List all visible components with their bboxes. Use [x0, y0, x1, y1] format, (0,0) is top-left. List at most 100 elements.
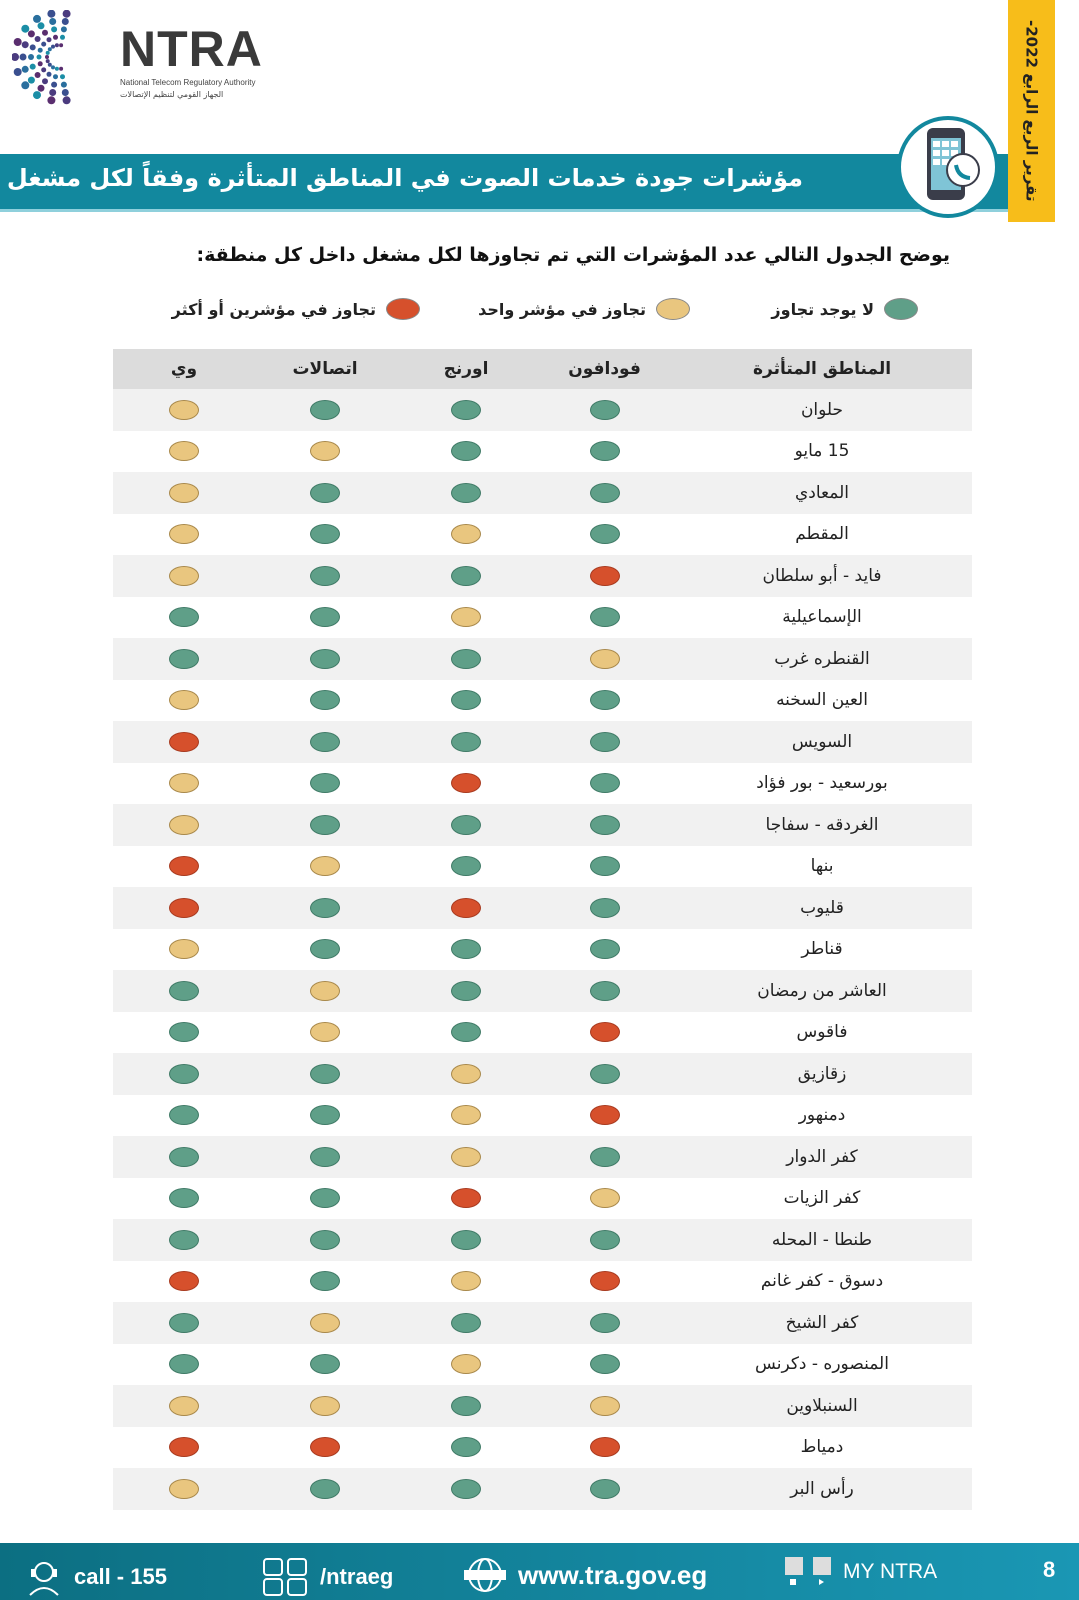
- status-green-icon: [589, 482, 620, 503]
- cell-vodafone: [537, 1012, 672, 1054]
- table-row: المنصوره - دكرنس: [113, 1344, 972, 1386]
- cell-orange: [395, 887, 537, 929]
- status-green-icon: [451, 814, 481, 835]
- status-green-icon: [589, 980, 620, 1001]
- region-name: فاقوس: [796, 1022, 848, 1043]
- status-green-icon: [310, 565, 340, 586]
- cell-etisalat: [255, 1136, 395, 1178]
- cell-vodafone: [537, 721, 672, 763]
- status-yellow-icon: [451, 1063, 481, 1084]
- cell-we: [113, 1385, 255, 1427]
- footer-website[interactable]: www.tra.gov.eg: [462, 1557, 707, 1593]
- cell-orange: [395, 472, 537, 514]
- cell-orange: [395, 1219, 537, 1261]
- cell-we: [113, 887, 255, 929]
- website-url[interactable]: www.tra.gov.eg: [518, 1559, 708, 1590]
- cell-we: [113, 1344, 255, 1386]
- status-red-icon: [169, 731, 199, 752]
- status-green-icon: [310, 690, 340, 711]
- cell-orange: [395, 1302, 537, 1344]
- table-row: قليوب: [113, 887, 972, 929]
- cell-we: [113, 680, 255, 722]
- cell-vodafone: [537, 514, 672, 556]
- app-name[interactable]: MY NTRA: [843, 1560, 938, 1583]
- status-green-icon: [451, 399, 481, 420]
- qr-code-icon: [785, 1557, 831, 1585]
- cell-vodafone: [537, 1468, 672, 1510]
- status-green-icon: [310, 482, 340, 503]
- status-yellow-icon: [310, 1022, 340, 1043]
- status-green-icon: [310, 1478, 340, 1499]
- region-name: كفر الزيات: [783, 1188, 861, 1209]
- cell-vodafone: [537, 389, 672, 431]
- social-handle[interactable]: /ntraeg: [320, 1564, 394, 1589]
- cell-etisalat: [255, 970, 395, 1012]
- cell-orange: [395, 389, 537, 431]
- status-green-icon: [310, 773, 340, 794]
- cell-we: [113, 721, 255, 763]
- status-green-icon: [589, 773, 620, 794]
- cell-we: [113, 1095, 255, 1137]
- cell-etisalat: [255, 1053, 395, 1095]
- status-green-icon: [169, 1105, 199, 1126]
- cell-etisalat: [255, 1385, 395, 1427]
- table-row: الغردقه - سفاجا: [113, 804, 972, 846]
- cell-orange: [395, 1136, 537, 1178]
- headset-icon: [29, 1562, 59, 1596]
- table-row: حلوان: [113, 389, 972, 431]
- status-green-icon: [169, 1229, 199, 1250]
- status-yellow-icon: [169, 773, 199, 794]
- status-green-icon: [169, 607, 199, 628]
- cell-we: [113, 970, 255, 1012]
- table-row: المقطم: [113, 514, 972, 556]
- cell-orange: [395, 1344, 537, 1386]
- status-green-icon: [589, 897, 620, 918]
- status-green-icon: [310, 939, 340, 960]
- status-green-icon: [451, 1478, 481, 1499]
- cell-vodafone: [537, 1053, 672, 1095]
- status-green-icon: [169, 1312, 199, 1333]
- region-name: بورسعيد - بور فؤاد: [756, 773, 888, 794]
- table-row: الإسماعيلية: [113, 597, 972, 639]
- status-red-icon: [169, 1437, 199, 1458]
- page-number: 8: [1043, 1557, 1056, 1582]
- status-green-icon: [310, 524, 340, 545]
- region-name: فايد - أبو سلطان: [762, 565, 882, 586]
- cell-vodafone: [537, 555, 672, 597]
- status-green-icon: [589, 731, 620, 752]
- footer-app[interactable]: MY NTRA: [785, 1557, 937, 1587]
- status-green-icon: [451, 482, 481, 503]
- region-name: دمياط: [800, 1437, 844, 1458]
- region-name: المنصوره - دكرنس: [755, 1354, 889, 1375]
- status-green-icon: [310, 731, 340, 752]
- cell-orange: [395, 1178, 537, 1220]
- region-name: القنطره غرب: [774, 648, 870, 669]
- cell-vodafone: [537, 1385, 672, 1427]
- table-row: فاقوس: [113, 1012, 972, 1054]
- table-row: زقازيق: [113, 1053, 972, 1095]
- social-icons: [263, 1558, 307, 1596]
- header-orange: اورنج: [443, 359, 489, 379]
- table-row: كفر الشيخ: [113, 1302, 972, 1344]
- cell-orange: [395, 1261, 537, 1303]
- cell-vodafone: [537, 804, 672, 846]
- region-name: رأس البر: [790, 1478, 854, 1499]
- cell-etisalat: [255, 1178, 395, 1220]
- status-yellow-icon: [169, 399, 199, 420]
- phone-icon: [897, 116, 999, 218]
- logo-subtitle-en: National Telecom Regulatory Authority: [120, 78, 256, 87]
- cell-we: [113, 514, 255, 556]
- status-dot-icon: [656, 298, 690, 320]
- cell-etisalat: [255, 1095, 395, 1137]
- table-row: فايد - أبو سلطان: [113, 555, 972, 597]
- intro-text: يوضح الجدول التالي عدد المؤشرات التي تم …: [196, 244, 950, 266]
- cell-orange: [395, 1095, 537, 1137]
- region-name: طنطا - المحله: [771, 1229, 873, 1250]
- cell-we: [113, 1053, 255, 1095]
- region-name: الغردقه - سفاجا: [765, 814, 879, 835]
- footer-social[interactable]: /ntraeg: [262, 1557, 393, 1597]
- ntra-logo: NTRA National Telecom Regulatory Authori…: [12, 10, 282, 105]
- page-title: مؤشرات جودة خدمات الصوت في المناطق المتأ…: [6, 164, 803, 192]
- cell-etisalat: [255, 472, 395, 514]
- status-green-icon: [169, 1063, 199, 1084]
